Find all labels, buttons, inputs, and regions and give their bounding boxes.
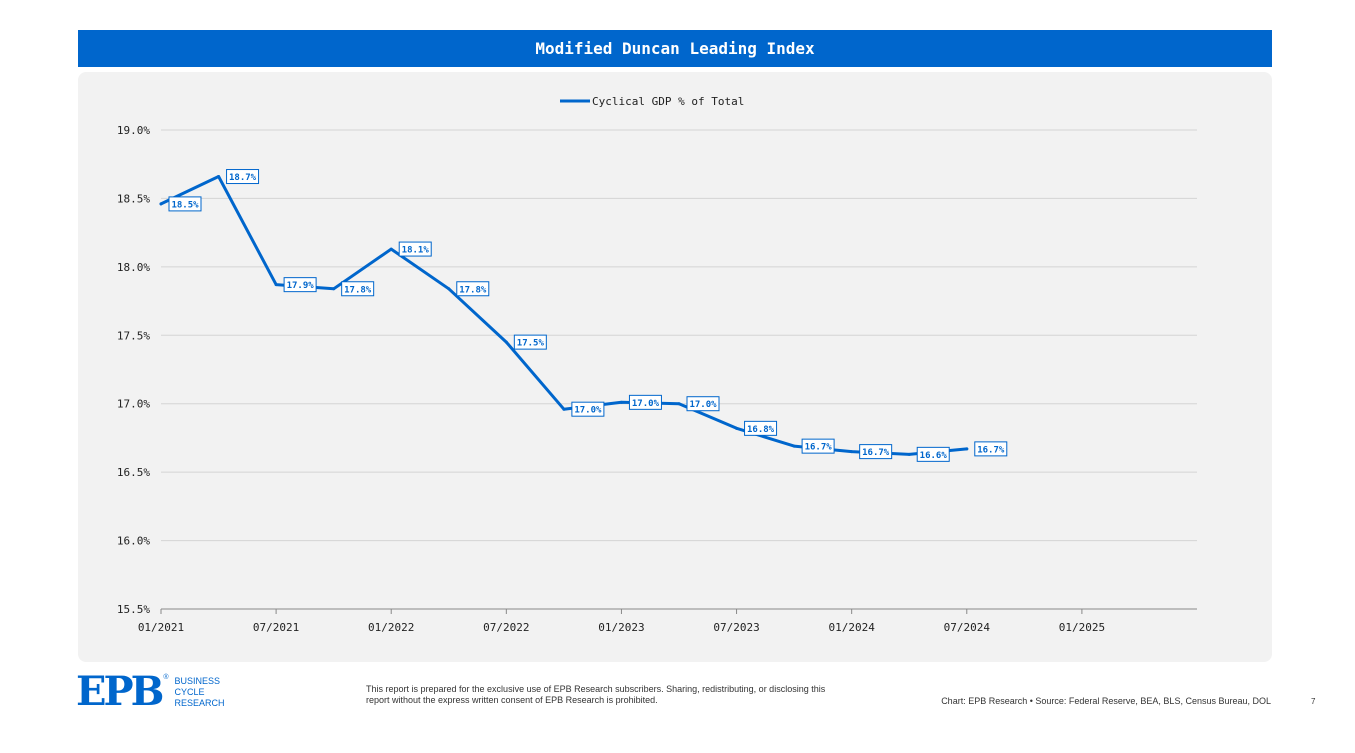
data-point (504, 340, 508, 344)
data-label-box (168, 196, 202, 212)
data-point (447, 287, 451, 291)
data-point (332, 287, 336, 291)
data-point (159, 202, 163, 206)
y-tick-label: 15.5% (117, 603, 150, 616)
data-label: 17.0% (689, 400, 717, 410)
y-tick-label: 17.5% (117, 329, 150, 342)
data-label-box (456, 281, 490, 297)
data-label-box (226, 169, 260, 185)
y-tick-label: 16.5% (117, 466, 150, 479)
x-tick-label: 01/2022 (368, 621, 414, 634)
data-label: 17.0% (632, 399, 660, 409)
data-label-box (341, 281, 375, 297)
data-label-box (513, 334, 547, 350)
disclaimer-text: This report is prepared for the exclusiv… (366, 684, 826, 705)
data-label-box (916, 446, 950, 462)
data-point (850, 450, 854, 454)
x-tick-label: 01/2023 (598, 621, 644, 634)
logo-line-3: RESEARCH (174, 697, 225, 708)
data-label: 16.7% (977, 445, 1005, 455)
data-label: 17.5% (517, 339, 545, 349)
page-number: 7 (1311, 697, 1316, 706)
data-label-box (686, 396, 720, 412)
registered-mark-icon: ® (163, 674, 169, 681)
data-label-box (283, 277, 317, 293)
data-label: 18.1% (402, 246, 430, 256)
series-line (159, 175, 969, 456)
data-point (735, 426, 739, 430)
y-tick-label: 19.0% (117, 124, 150, 137)
data-label: 16.7% (862, 448, 890, 458)
x-tick-label: 01/2021 (138, 621, 184, 634)
source-text: Chart: EPB Research • Source: Federal Re… (941, 696, 1271, 706)
data-label: 16.7% (805, 443, 833, 453)
data-label-box (571, 401, 605, 417)
y-tick-label: 18.0% (117, 261, 150, 274)
y-tick-label: 18.5% (117, 192, 150, 205)
data-label: 18.7% (229, 173, 257, 183)
data-point (274, 283, 278, 287)
logo-line-2: CYCLE (174, 686, 205, 697)
data-label: 17.8% (459, 285, 487, 295)
data-label-box (859, 444, 893, 460)
x-tick-label: 07/2024 (944, 621, 991, 634)
chart-title: Modified Duncan Leading Index (535, 39, 815, 58)
logo-mark: EPB (76, 668, 164, 715)
x-tick-label: 01/2024 (828, 621, 875, 634)
epb-logo: EPB ® BUSINESS CYCLE RESEARCH (76, 672, 225, 712)
data-point (792, 444, 796, 448)
data-label: 17.8% (344, 285, 372, 295)
data-point (965, 447, 969, 451)
data-label: 18.5% (171, 200, 199, 210)
chart-title-bar: Modified Duncan Leading Index (78, 30, 1272, 67)
line-chart: 15.5% 16.0% 16.5% 17.0% 17.5% 18.0% 18.5% 19.0%… (117, 95, 1197, 634)
logo-line-1: BUSINESS (174, 675, 221, 686)
data-point (907, 452, 911, 456)
data-label-box (974, 441, 1008, 457)
data-point (619, 400, 623, 404)
y-tick-label: 16.0% (117, 535, 150, 548)
data-label: 17.0% (574, 406, 602, 416)
x-tick-label: 01/2025 (1059, 621, 1105, 634)
data-label-box (398, 241, 432, 257)
data-label-box (744, 420, 778, 436)
x-tick-label: 07/2022 (483, 621, 529, 634)
logo-wordmark: BUSINESS CYCLE RESEARCH (175, 676, 225, 709)
data-label-box (801, 438, 835, 454)
legend-label: Cyclical GDP % of Total (592, 95, 744, 108)
data-label: 17.9% (287, 281, 315, 291)
data-label: 16.6% (920, 451, 948, 461)
y-tick-label: 17.0% (117, 398, 150, 411)
data-point (562, 407, 566, 411)
data-label-box (628, 394, 662, 410)
data-label: 16.8% (747, 425, 775, 435)
x-tick-label: 07/2023 (713, 621, 759, 634)
data-point (217, 175, 221, 179)
data-point (677, 402, 681, 406)
chart-panel (78, 72, 1272, 662)
x-tick-label: 07/2021 (253, 621, 299, 634)
data-point (389, 247, 393, 251)
